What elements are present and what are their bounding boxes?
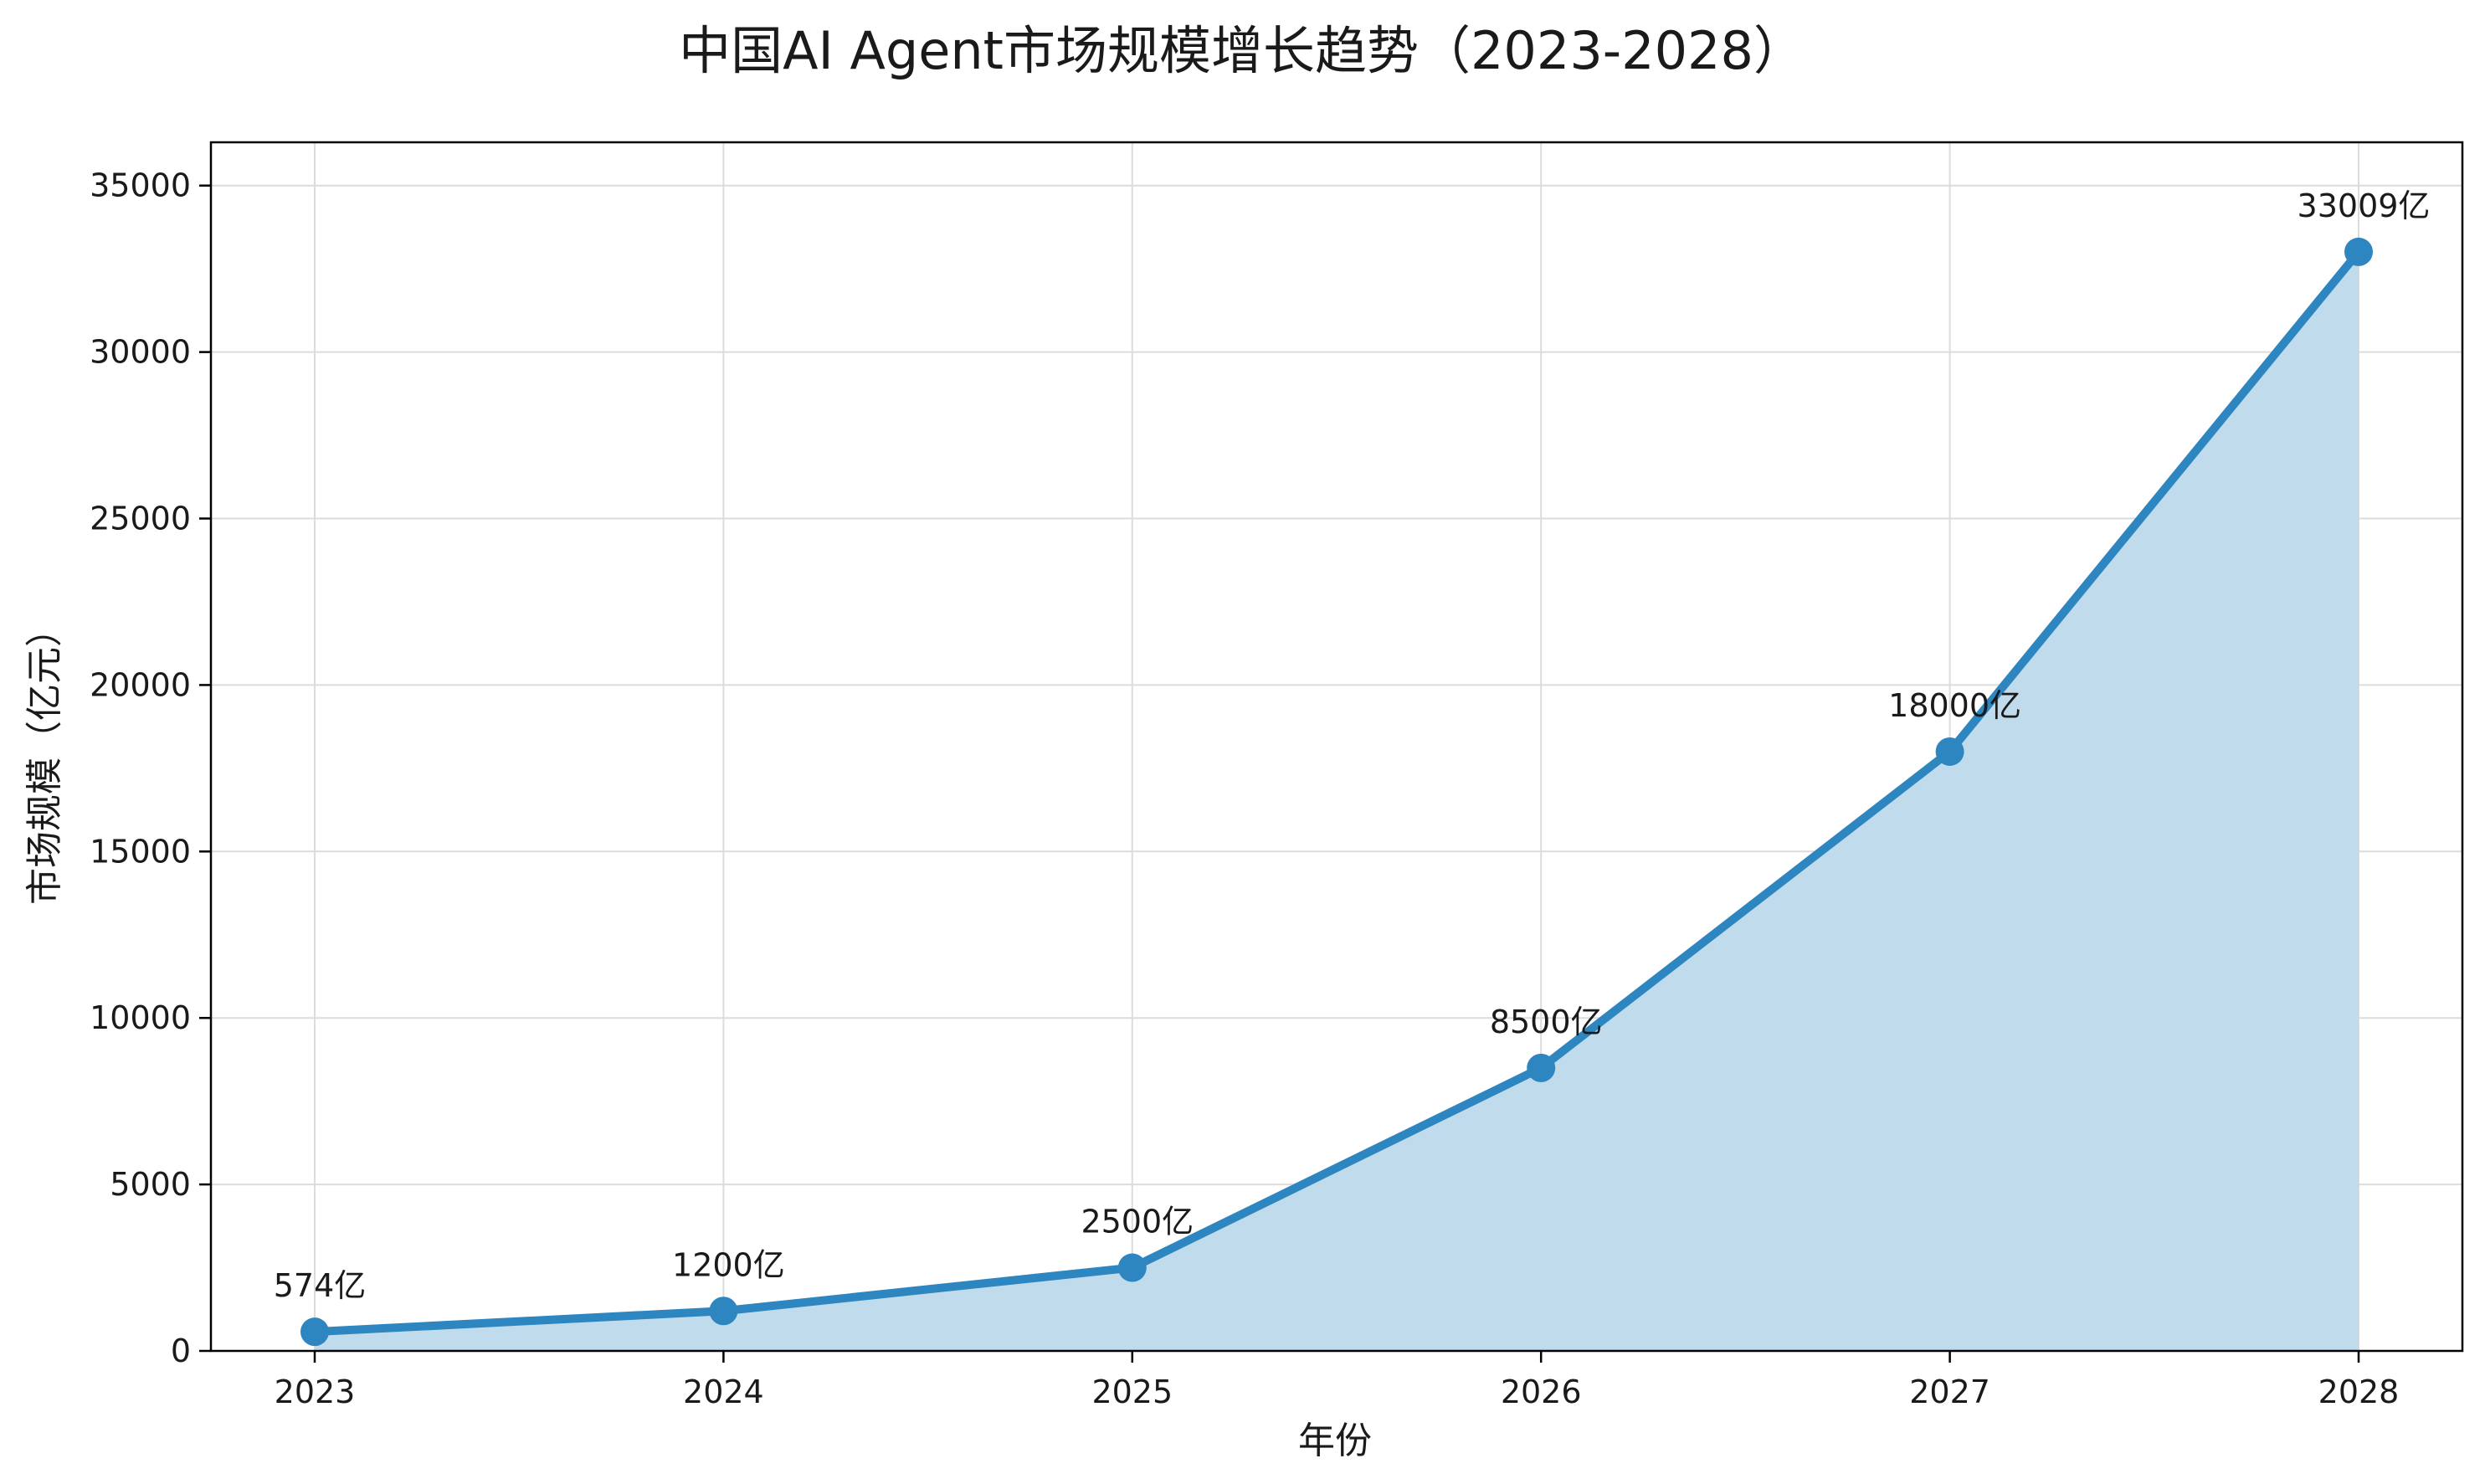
- data-point-2026: [1527, 1053, 1556, 1082]
- y-axis-ticks: 0 5000 10000 15000 20000 25000 30000 35000: [90, 167, 211, 1369]
- series-line: [311, 247, 2363, 1337]
- data-point-2025: [1117, 1253, 1147, 1282]
- data-labels: 574亿 1200亿 2500亿 8500亿 18000亿 33009亿: [274, 187, 2431, 1304]
- y-tick-label: 30000: [90, 334, 191, 371]
- y-tick-label: 20000: [90, 666, 191, 703]
- data-label-2026: 8500亿: [1490, 1004, 1603, 1040]
- data-label-2028: 33009亿: [2298, 187, 2431, 224]
- area-layer: [315, 251, 2359, 1352]
- y-tick-label: 15000: [90, 833, 191, 870]
- data-point-2024: [709, 1297, 738, 1326]
- x-tick-label: 2025: [1091, 1374, 1173, 1410]
- points-layer: [300, 237, 2373, 1347]
- data-point-2027: [1935, 737, 1964, 766]
- data-label-2024: 1200亿: [672, 1246, 785, 1283]
- x-tick-label: 2028: [2318, 1374, 2400, 1410]
- x-axis-label: 年份: [1298, 1420, 1372, 1462]
- x-tick-label: 2027: [1909, 1374, 1990, 1410]
- area-fill: [315, 251, 2359, 1352]
- y-tick-label: 35000: [90, 167, 191, 204]
- data-label-2023: 574亿: [274, 1267, 367, 1304]
- chart-title: 中国AI Agent市场规模增长趋势（2023-2028）: [679, 20, 1805, 81]
- plot-frame: [209, 141, 2464, 1353]
- x-tick-label: 2024: [683, 1374, 764, 1410]
- data-label-2027: 18000亿: [1888, 687, 2021, 724]
- x-tick-label: 2023: [275, 1374, 356, 1410]
- y-tick-label: 25000: [90, 501, 191, 537]
- line-layer: [311, 247, 2363, 1337]
- y-axis-label: 市场规模（亿元）: [23, 610, 66, 905]
- y-tick-label: 5000: [110, 1166, 191, 1203]
- x-tick-label: 2026: [1501, 1374, 1582, 1410]
- data-point-2028: [2344, 237, 2373, 266]
- data-point-2023: [300, 1317, 329, 1347]
- x-axis-ticks: 2023 2024 2025 2026 2027 2028: [275, 1351, 2400, 1410]
- data-label-2025: 2500亿: [1081, 1204, 1194, 1240]
- y-tick-label: 10000: [90, 999, 191, 1036]
- y-tick-label: 0: [171, 1333, 191, 1369]
